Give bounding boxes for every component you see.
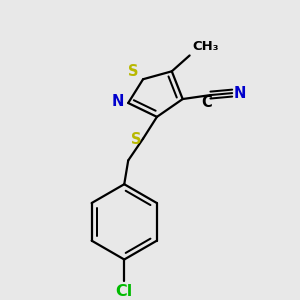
Text: N: N — [112, 94, 124, 109]
Text: N: N — [234, 85, 246, 100]
Text: S: S — [128, 64, 138, 79]
Text: S: S — [131, 132, 141, 147]
Text: CH₃: CH₃ — [193, 40, 219, 53]
Text: C: C — [201, 94, 212, 110]
Text: Cl: Cl — [116, 284, 133, 299]
